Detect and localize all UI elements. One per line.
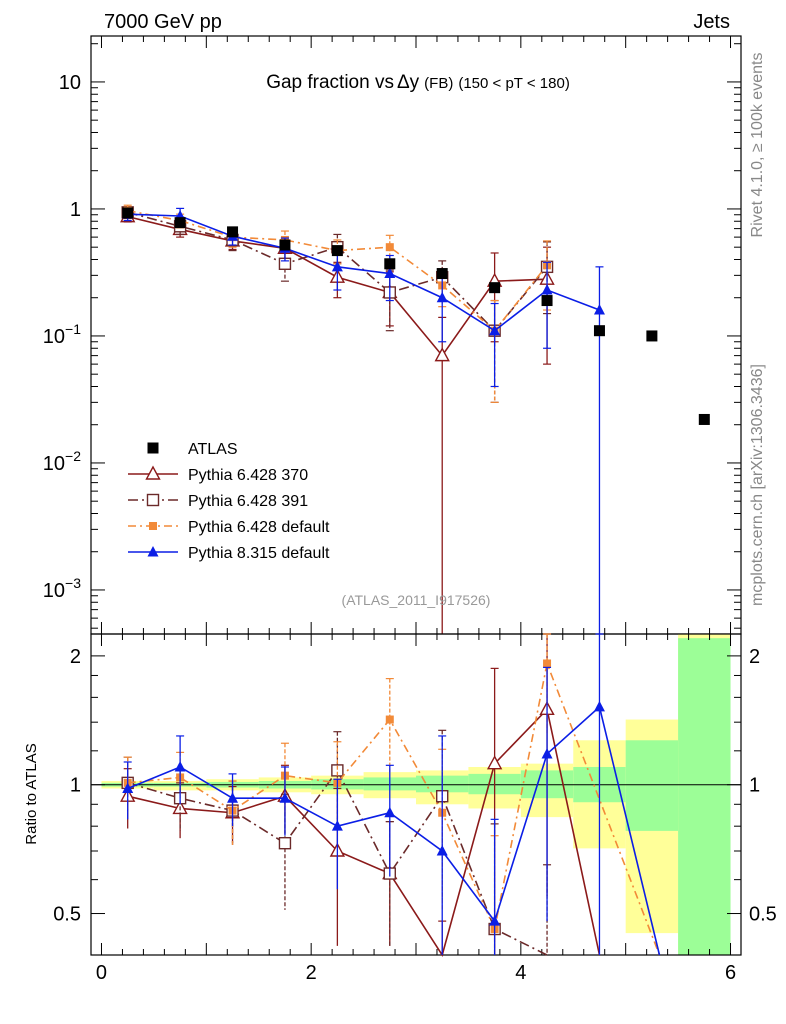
ratio-point	[174, 760, 186, 772]
data-point	[384, 258, 396, 270]
legend-marker	[149, 522, 157, 530]
ratio-point	[278, 836, 292, 850]
series-4	[122, 207, 605, 634]
legend-marker	[145, 465, 161, 480]
legend-label: Pythia 6.428 370	[188, 467, 308, 484]
legend-marker	[146, 493, 160, 507]
x-tick-label: 6	[725, 962, 736, 984]
ratio-line	[127, 768, 548, 956]
ratio-tick-label-right: 1	[749, 775, 760, 797]
y-tick-label: 10−1	[43, 321, 81, 348]
header-right: Jets	[693, 11, 730, 33]
ratio-point	[486, 755, 503, 770]
x-tick-label: 2	[306, 962, 317, 984]
legend-marker	[147, 442, 159, 454]
data-point	[279, 239, 291, 251]
ratio-point	[489, 915, 501, 926]
ratio-line	[127, 707, 601, 957]
chart-title-tag: (FB)	[424, 75, 453, 92]
series-atlas	[122, 207, 710, 425]
legend-label: ATLAS	[188, 441, 238, 458]
data-point	[384, 267, 396, 279]
chart-title: Gap fraction vs Δy (FB) (150 < pT < 180)	[266, 72, 570, 93]
ratio-point	[384, 806, 396, 818]
ratio-tick-label-right: 2	[749, 646, 760, 668]
ratio-tick-label-left: 2	[70, 646, 81, 668]
y-tick-label: 10−3	[43, 575, 81, 602]
legend: ATLAS Pythia 6.428 370 Pythia 6.428 391 Pyt…	[128, 441, 330, 562]
legend-marker	[147, 546, 159, 557]
data-point	[331, 260, 343, 272]
ratio-series-2	[121, 729, 552, 956]
data-point	[541, 295, 553, 307]
legend-label: Pythia 6.428 default	[188, 519, 330, 536]
series-line	[127, 213, 600, 332]
series-2	[121, 206, 554, 403]
band-inner-10	[625, 740, 679, 831]
ratio-series-4	[122, 633, 661, 956]
main-panel: 10 1 10−1 10−2 10−3	[43, 35, 742, 635]
ratio-point	[331, 764, 344, 777]
data-point	[541, 284, 553, 295]
data-point	[489, 282, 501, 294]
header-left: 7000 GeV pp	[104, 11, 222, 33]
chart-title-main: Gap fraction vs	[266, 72, 394, 93]
data-point	[593, 325, 605, 337]
ratio-ylabel: Ratio to ATLAS	[23, 743, 40, 844]
data-point	[122, 207, 134, 219]
data-point	[489, 324, 501, 336]
data-point	[646, 330, 658, 342]
ratio-point	[122, 782, 134, 793]
ratio-panel: 0 2 4 6 2 2 1 1 0.5 0.5	[53, 633, 777, 984]
ratio-point	[543, 659, 552, 668]
data-point	[331, 245, 343, 257]
band-inner-11	[678, 638, 731, 955]
ratio-tick-label-left: 0.5	[53, 904, 81, 926]
data-point	[227, 226, 239, 238]
legend-label: Pythia 6.428 391	[188, 493, 308, 510]
x-tick-label: 4	[515, 962, 526, 984]
ratio-point	[436, 844, 448, 856]
ratio-point	[541, 747, 553, 759]
ratio-point	[279, 792, 291, 803]
data-point	[436, 291, 448, 303]
y-tick-label: 1	[70, 199, 81, 221]
data-point	[434, 347, 450, 362]
watermark: (ATLAS_2011_I917526)	[342, 592, 491, 608]
data-point	[436, 268, 448, 280]
ratio-point	[385, 715, 394, 724]
chart-title-cut: (150 < pT < 180)	[458, 75, 569, 92]
y-tick-label: 10−2	[43, 448, 81, 475]
ratio-point	[227, 792, 239, 803]
legend-label: Pythia 8.315 default	[188, 545, 330, 562]
ratio-line	[127, 660, 661, 956]
chart-title-var: Δy	[397, 72, 420, 93]
ratio-point	[331, 820, 343, 831]
y-tick-label: 10	[59, 72, 81, 94]
side-label-bottom: mcplots.cern.ch [arXiv:1306.3436]	[749, 364, 766, 606]
ratio-tick-label-right: 0.5	[749, 904, 777, 926]
data-point	[593, 304, 605, 315]
side-label-top: Rivet 4.1.0, ≥ 100k events	[749, 53, 766, 238]
data-point	[385, 243, 394, 252]
data-point	[174, 217, 186, 229]
ratio-point	[593, 700, 605, 712]
x-tick-label: 0	[96, 962, 107, 984]
ratio-tick-label-left: 1	[70, 775, 81, 797]
data-point	[698, 413, 710, 425]
